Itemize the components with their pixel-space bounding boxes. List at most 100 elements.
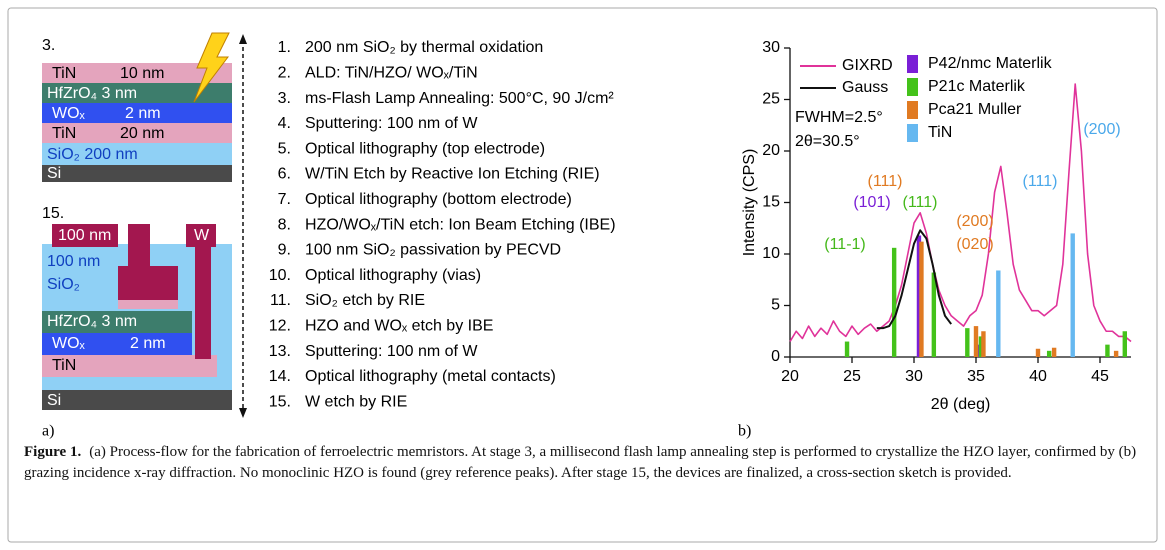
- layer: [118, 300, 178, 309]
- reference-peak: [981, 331, 986, 357]
- annotation: 2θ=30.5°: [795, 133, 860, 150]
- peak-label: (200): [956, 213, 993, 230]
- legend-label: Gauss: [842, 79, 888, 96]
- layer: [42, 390, 232, 410]
- legend-swatch: [907, 124, 918, 142]
- step-number: 12.: [269, 318, 291, 335]
- legend-label: GIXRD: [842, 57, 893, 74]
- w-contact: [128, 224, 150, 269]
- legend-label: Pca21 Muller: [928, 101, 1022, 118]
- layer-label: 20 nm: [120, 125, 164, 142]
- reference-peak: [965, 328, 970, 357]
- layer-label: TiN: [52, 357, 76, 374]
- layer-label: TiN: [52, 65, 76, 82]
- reference-peak: [1122, 331, 1127, 357]
- peak-label: (020): [956, 236, 993, 253]
- step-number: 15.: [269, 393, 291, 410]
- step-text: 200 nm SiO₂ by thermal oxidation: [305, 39, 543, 56]
- reference-peak: [844, 341, 850, 357]
- reference-peak: [1113, 350, 1119, 357]
- arrow-head: [239, 408, 247, 418]
- step-number: 1.: [278, 39, 291, 56]
- peak-label: (111): [868, 173, 903, 190]
- y-tick-label: 20: [762, 142, 780, 159]
- reference-peak: [1070, 233, 1075, 357]
- w-contact: [186, 224, 216, 247]
- step-number: 14.: [269, 368, 291, 385]
- stage-title: 15.: [42, 205, 64, 222]
- layer-label: 10 nm: [120, 65, 164, 82]
- x-axis-title: 2θ (deg): [931, 396, 991, 413]
- reference-peak: [916, 235, 922, 357]
- y-tick-label: 15: [762, 194, 780, 211]
- layer: [42, 165, 232, 182]
- reference-peak: [996, 270, 1001, 357]
- arrow-head: [239, 34, 247, 44]
- step-text: Optical lithography (top electrode): [305, 140, 545, 157]
- caption: Figure 1. (a) Process-flow for the fabric…: [24, 442, 1139, 484]
- peak-label: (111): [903, 194, 938, 211]
- peak-label: (11-1): [824, 236, 866, 253]
- layer: [42, 63, 232, 83]
- step-number: 3.: [278, 90, 291, 107]
- reference-peak: [1051, 347, 1057, 357]
- caption-text: (a) Process-flow for the fabrication of …: [24, 444, 1137, 481]
- layer-label: WOₓ: [52, 105, 86, 122]
- x-tick-label: 45: [1091, 368, 1109, 385]
- layer-label: SiO₂ 200 nm: [47, 146, 138, 163]
- x-tick-label: 20: [781, 368, 799, 385]
- layer: [42, 143, 232, 165]
- frame: [7, 7, 1158, 543]
- data-line: [876, 229, 952, 330]
- step-number: 8.: [278, 216, 291, 233]
- y-tick-label: 10: [762, 245, 780, 262]
- w-contact: [195, 247, 211, 359]
- layer-label: HfZrO₄ 3 nm: [47, 85, 137, 102]
- layer-label: W: [194, 227, 210, 244]
- layer: [42, 355, 217, 377]
- stage-title: 3.: [42, 37, 55, 54]
- y-tick-label: 30: [762, 39, 780, 56]
- reference-peak: [1035, 348, 1041, 357]
- layer: [42, 103, 232, 123]
- step-text: ALD: TiN/HZO/ WOₓ/TiN: [305, 65, 478, 82]
- data-line: [789, 83, 1132, 343]
- step-number: 4.: [278, 115, 291, 132]
- step-text: HZO/WOₓ/TiN etch: Ion Beam Etching (IBE): [305, 216, 616, 233]
- xrd-chart: 0 5 10 15 20 25 30 20 25 30 35 40 45 2θ (deg) Intensit…: [738, 39, 1132, 440]
- step-number: 2.: [278, 65, 291, 82]
- layer-label: HfZrO₄ 3 nm: [47, 313, 137, 330]
- step-number: 7.: [278, 191, 291, 208]
- layer-label: 2 nm: [125, 105, 161, 122]
- step-number: 6.: [278, 166, 291, 183]
- layer-label: WOₓ: [52, 335, 86, 352]
- peak-label: (111): [1023, 173, 1058, 190]
- reference-peak: [973, 326, 979, 357]
- y-axis-title: Intensity (CPS): [741, 149, 758, 257]
- reference-peak: [891, 247, 897, 357]
- layer-label: 100 nm: [58, 227, 111, 244]
- reference-peak: [1105, 344, 1110, 357]
- process-steps: 1. 200 nm SiO₂ by thermal oxidation 2. ALD:…: [269, 39, 616, 410]
- step-number: 5.: [278, 140, 291, 157]
- y-tick-label: 5: [771, 297, 780, 314]
- peak-label: (200): [1083, 121, 1120, 138]
- x-tick-label: 25: [843, 368, 861, 385]
- reference-peak: [919, 241, 924, 357]
- step-text: HZO and WOₓ etch by IBE: [305, 318, 493, 335]
- flash-icon: [193, 32, 230, 103]
- step-text: Sputtering: 100 nm of W: [305, 115, 478, 132]
- panel-label: b): [738, 423, 751, 440]
- w-contact: [52, 224, 118, 247]
- step-text: W etch by RIE: [305, 393, 407, 410]
- step-text: ms-Flash Lamp Annealing: 500°C, 90 J/cm²: [305, 90, 614, 107]
- layer-label: 2 nm: [130, 335, 166, 352]
- y-tick-label: 0: [771, 348, 780, 365]
- step-number: 11.: [270, 292, 291, 309]
- step-text: 100 nm SiO₂ passivation by PECVD: [305, 242, 561, 259]
- x-tick-label: 35: [967, 368, 985, 385]
- x-tick-label: 40: [1029, 368, 1047, 385]
- layer: [42, 333, 192, 355]
- x-tick-label: 30: [905, 368, 923, 385]
